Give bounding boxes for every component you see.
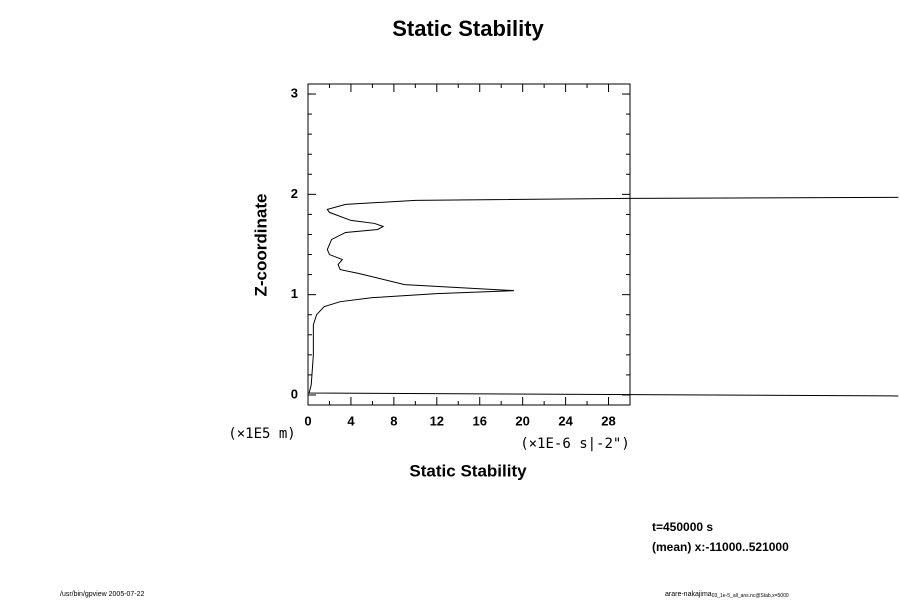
- data-line: [308, 196, 899, 397]
- y-tick-label: 1: [291, 286, 298, 301]
- annotation: (mean) x:-11000..521000: [652, 540, 789, 554]
- footer: /usr/bin/gpview 2005-07-22: [60, 591, 145, 598]
- x-axis-label: Static Stability: [409, 461, 527, 480]
- y-tick-label: 2: [291, 186, 298, 201]
- x-tick-label: 8: [390, 413, 397, 428]
- y-tick-label: 0: [291, 386, 298, 401]
- x-tick-label: 12: [430, 413, 444, 428]
- x-tick-label: 0: [304, 413, 311, 428]
- x-tick-label: 4: [347, 413, 355, 428]
- footer: arare-nakajima03_1e-5_all_ans.nc@Stab,x=…: [665, 591, 789, 599]
- x-tick-label: 28: [601, 413, 615, 428]
- x-axis-units: (×1E-6 s|-2"): [520, 436, 630, 452]
- footer-main: arare-nakajima: [665, 591, 712, 598]
- footer-sub: 03_1e-5_all_ans.nc@Stab,x=5000: [712, 593, 789, 599]
- y-axis-label: Z-coordinate: [251, 194, 270, 297]
- x-tick-label: 20: [515, 413, 529, 428]
- y-axis-units: (×1E5 m): [228, 426, 295, 442]
- plot-frame: [307, 83, 631, 406]
- annotation: t=450000 s: [652, 520, 713, 534]
- y-tick-label: 3: [291, 85, 298, 100]
- x-tick-label: 16: [472, 413, 486, 428]
- x-tick-label: 24: [558, 413, 573, 428]
- chart-title: Static Stability: [392, 16, 544, 41]
